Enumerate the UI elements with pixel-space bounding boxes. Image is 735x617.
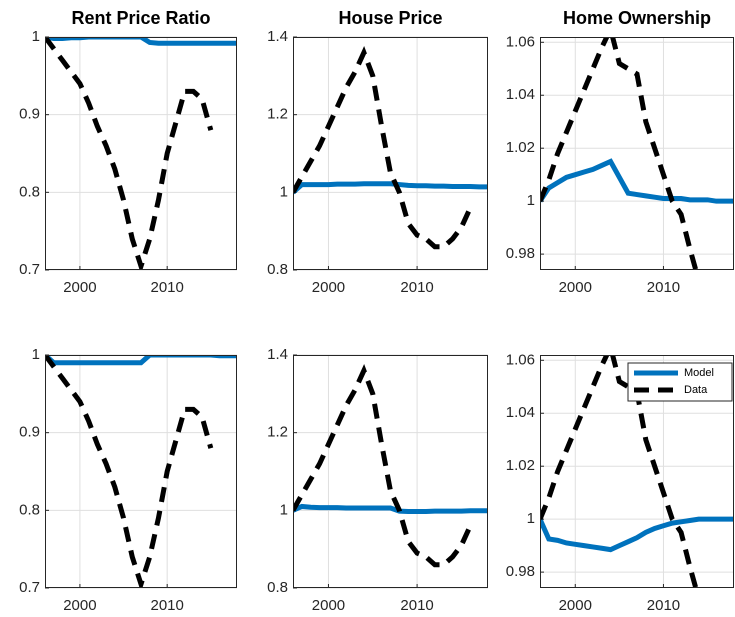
y-tick-label: 1.2 bbox=[267, 424, 288, 441]
y-tick-label: 1.04 bbox=[506, 86, 535, 103]
series-line bbox=[45, 355, 237, 366]
subplot: 0.8 1 1.2 1.4 2000 2010 bbox=[267, 346, 488, 614]
x-tick-label: 2010 bbox=[400, 279, 433, 296]
y-tick-label: 1.2 bbox=[267, 106, 288, 123]
y-tick-label: 1 bbox=[280, 183, 288, 200]
y-tick-label: 1 bbox=[32, 28, 40, 45]
y-tick-label: 0.7 bbox=[19, 579, 40, 596]
series-line bbox=[293, 503, 488, 514]
axes-box bbox=[293, 37, 488, 270]
y-tick-label: 0.8 bbox=[267, 579, 288, 596]
x-tick-label: 2000 bbox=[63, 597, 96, 614]
lines bbox=[45, 355, 237, 588]
y-tick-label: 0.98 bbox=[506, 563, 535, 580]
y-tick-label: 1.06 bbox=[506, 33, 535, 50]
y-tick-label: 0.8 bbox=[19, 501, 40, 518]
plot-area bbox=[293, 37, 488, 270]
plot-area bbox=[45, 37, 237, 270]
subplot: 0.7 0.8 0.9 1 2000 2010 Rent Price Ratio bbox=[19, 8, 237, 296]
x-tick-label: 2000 bbox=[559, 279, 592, 296]
x-tick-label: 2010 bbox=[150, 597, 183, 614]
y-tick-label: 0.7 bbox=[19, 261, 40, 278]
x-tick-label: 2010 bbox=[647, 279, 680, 296]
y-tick-label: 0.98 bbox=[506, 245, 535, 262]
legend-label: Data bbox=[684, 384, 708, 396]
legend-box bbox=[627, 362, 733, 402]
x-tick-label: 2000 bbox=[559, 597, 592, 614]
y-tick-label: 1.02 bbox=[506, 457, 535, 474]
axes-box bbox=[45, 37, 237, 270]
y-tick-label: 0.8 bbox=[19, 183, 40, 200]
y-tick-label: 1.04 bbox=[506, 404, 535, 421]
series-line bbox=[45, 355, 214, 588]
axes-box bbox=[540, 355, 734, 588]
subplot-title: Rent Price Ratio bbox=[71, 8, 210, 28]
y-tick-label: 0.9 bbox=[19, 424, 40, 441]
lines bbox=[293, 46, 488, 250]
x-tick-label: 2000 bbox=[63, 279, 96, 296]
axes-box bbox=[45, 355, 237, 588]
x-tick-label: 2010 bbox=[647, 597, 680, 614]
y-tick-label: 0.9 bbox=[19, 106, 40, 123]
series-line bbox=[293, 364, 473, 568]
y-tick-label: 0.8 bbox=[267, 261, 288, 278]
plot-area bbox=[45, 355, 237, 588]
series-line bbox=[540, 516, 734, 553]
series-line bbox=[540, 158, 734, 204]
lines bbox=[293, 364, 488, 568]
subplot: 0.7 0.8 0.9 1 2000 2010 bbox=[19, 346, 237, 614]
series-line bbox=[540, 37, 699, 270]
x-tick-label: 2010 bbox=[400, 597, 433, 614]
series-line bbox=[540, 355, 699, 588]
lines bbox=[540, 37, 734, 270]
legend-label: Model bbox=[684, 367, 714, 379]
series-line bbox=[293, 46, 473, 250]
y-tick-label: 1 bbox=[527, 192, 535, 209]
y-tick-label: 1 bbox=[527, 510, 535, 527]
x-tick-label: 2000 bbox=[312, 279, 345, 296]
y-tick-label: 1 bbox=[280, 501, 288, 518]
y-tick-label: 1 bbox=[32, 346, 40, 363]
subplot: 0.98 1 1.02 1.04 1.06 2000 2010 Home Ownership bbox=[506, 8, 734, 296]
legend: Model Data bbox=[627, 362, 733, 402]
subplot-title: Home Ownership bbox=[563, 8, 711, 28]
y-tick-label: 1.4 bbox=[267, 346, 288, 363]
series-line bbox=[45, 37, 214, 270]
series-line bbox=[293, 181, 488, 195]
y-tick-label: 1.06 bbox=[506, 351, 535, 368]
y-tick-label: 1.02 bbox=[506, 139, 535, 156]
lines bbox=[540, 355, 734, 588]
x-tick-label: 2000 bbox=[312, 597, 345, 614]
x-tick-label: 2010 bbox=[150, 279, 183, 296]
plot-area bbox=[293, 355, 488, 588]
axes-box bbox=[540, 37, 734, 270]
subplot: 0.8 1 1.2 1.4 2000 2010 House Price bbox=[267, 8, 488, 296]
subplot-title: House Price bbox=[338, 8, 442, 28]
y-tick-label: 1.4 bbox=[267, 28, 288, 45]
axes-box bbox=[293, 355, 488, 588]
subplot: 0.98 1 1.02 1.04 1.06 2000 2010 Model Data bbox=[506, 351, 734, 614]
